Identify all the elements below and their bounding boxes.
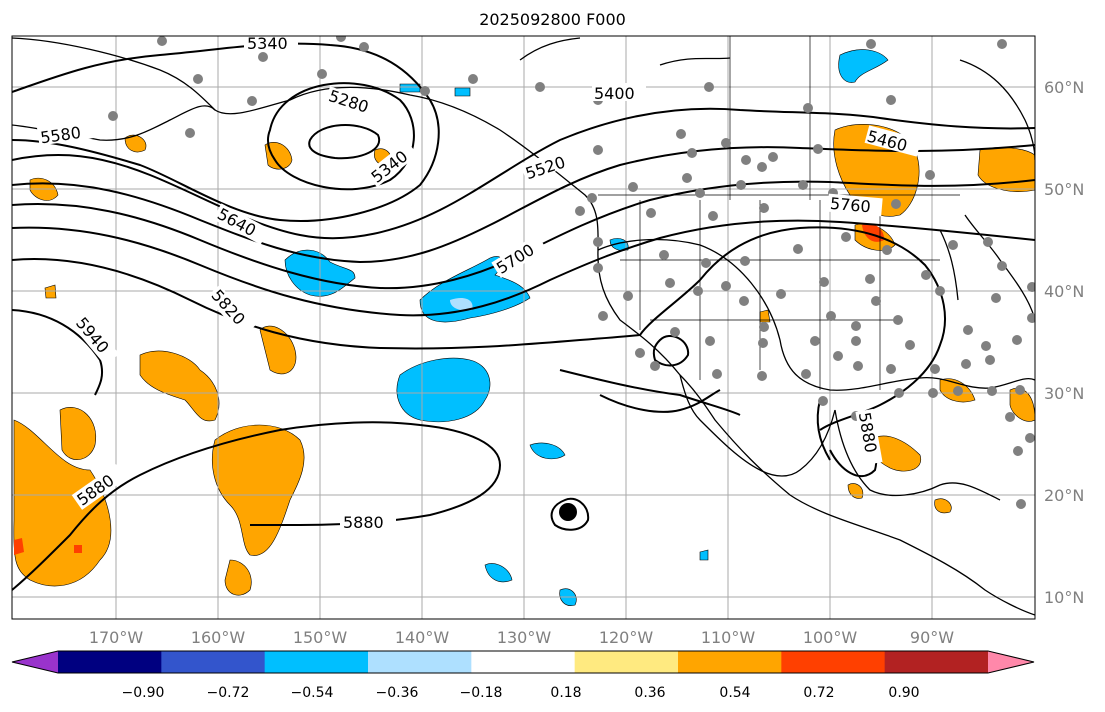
- colorbar-outline: [11, 650, 1035, 674]
- colorbar-extend-high: [988, 651, 1034, 673]
- lon-tick-label: 150°W: [293, 628, 348, 647]
- colorbar-segment: [884, 651, 989, 673]
- colorbar-segment: [574, 651, 679, 673]
- height-contours: [12, 42, 1035, 591]
- station-markers: [108, 36, 1035, 509]
- lat-tick-label: 10°N: [1044, 588, 1084, 607]
- colorbar-tick-label: 0.36: [634, 685, 665, 701]
- lon-tick-label: 160°W: [191, 628, 246, 647]
- contour-label: 5760: [829, 194, 871, 216]
- colorbar-tick-label: −0.72: [207, 685, 250, 701]
- colorbar-segments: [11, 650, 1035, 674]
- lat-tick-label: 40°N: [1044, 282, 1084, 301]
- colorbar-tick-label: −0.18: [460, 685, 503, 701]
- lon-tick-label: 100°W: [803, 628, 858, 647]
- colorbar-segment: [264, 651, 369, 673]
- lon-tick-label: 130°W: [497, 628, 552, 647]
- low-center-marker: [559, 503, 577, 521]
- colorbar: −0.90 −0.72 −0.54 −0.36 −0.18 0.18 0.36 …: [11, 650, 1035, 701]
- gridlines: [12, 36, 1035, 619]
- colorbar-extend-low: [12, 651, 58, 673]
- lat-tick-label: 30°N: [1044, 384, 1084, 403]
- colorbar-tick-label: 0.90: [888, 685, 919, 701]
- weak-negative-anomaly-shading: [450, 298, 473, 311]
- colorbar-segment: [58, 651, 162, 673]
- colorbar-tick-label: −0.90: [122, 685, 165, 701]
- colorbar-ticks: −0.90 −0.72 −0.54 −0.36 −0.18 0.18 0.36 …: [122, 685, 920, 701]
- map-panel: 5340 5280 5400 5580 5340 5520 5460 5640 …: [11, 34, 1036, 620]
- lon-tick-label: 110°W: [701, 628, 756, 647]
- lon-tick-label: 170°W: [89, 628, 144, 647]
- colorbar-tick-label: 0.18: [550, 685, 581, 701]
- latitude-labels: 60°N 50°N 40°N 30°N 20°N 10°N: [1044, 78, 1084, 607]
- colorbar-tick-label: 0.72: [803, 685, 834, 701]
- lon-tick-label: 140°W: [395, 628, 450, 647]
- lat-tick-label: 20°N: [1044, 486, 1084, 505]
- contour-label: 5400: [594, 84, 635, 103]
- colorbar-segment: [368, 651, 472, 673]
- contour-label: 5340: [247, 34, 288, 53]
- colorbar-segment: [781, 651, 886, 673]
- colorbar-tick-label: 0.54: [719, 685, 750, 701]
- lat-tick-label: 50°N: [1044, 180, 1084, 199]
- colorbar-segment: [678, 651, 782, 673]
- lat-tick-label: 60°N: [1044, 78, 1084, 97]
- contour-label: 5880: [343, 513, 384, 532]
- state-country-borders: [598, 36, 960, 390]
- map-title: 2025092800 F000: [479, 10, 626, 29]
- map-frame: [11, 35, 1036, 620]
- longitude-labels: 170°W 160°W 150°W 140°W 130°W 120°W 110°…: [89, 628, 954, 647]
- colorbar-segment: [471, 651, 576, 673]
- lon-tick-label: 120°W: [599, 628, 654, 647]
- colorbar-tick-label: −0.36: [376, 685, 419, 701]
- colorbar-segment: [161, 651, 266, 673]
- colorbar-tick-label: −0.54: [291, 685, 334, 701]
- lon-tick-label: 90°W: [910, 628, 954, 647]
